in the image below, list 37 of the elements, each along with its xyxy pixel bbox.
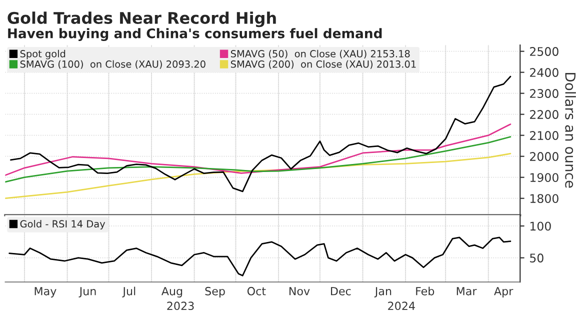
legend-label: Gold - RSI 14 Day (20, 220, 106, 230)
y-tick-label: 2400 (530, 68, 558, 77)
legend-label: SMAVG (100) on Close (XAU) 2093.20 (20, 60, 206, 69)
line-series (8, 236, 512, 276)
x-tick-label: Jun (78, 287, 96, 298)
x-tick-label: Nov (289, 287, 310, 296)
x-tick-label: Apr (494, 287, 514, 298)
x-tick-label: May (34, 287, 56, 298)
x2-tick-label: 2023 (167, 302, 194, 310)
y-tick-label: 1800 (530, 194, 558, 203)
y-tick-label: 1900 (530, 173, 558, 182)
line-series (5, 124, 512, 176)
y-tick-label: 2500 (530, 47, 558, 56)
x-tick-label: Oct (247, 286, 266, 296)
legend-label: Spot gold (20, 50, 66, 60)
x2-tick-label: 2024 (388, 302, 415, 310)
y-tick-label: 2100 (530, 131, 558, 140)
line-series (5, 152, 512, 200)
chart-title: Gold Trades Near Record High (8, 12, 276, 28)
x-tick-label: Sep (205, 286, 225, 298)
line-series (10, 76, 512, 192)
x-tick-label: Aug (161, 287, 182, 298)
x-tick-label: Dec (330, 287, 351, 296)
y-tick-label: 2200 (530, 110, 558, 119)
y-tick-label: 50 (530, 254, 544, 262)
x-tick-label: Jan (374, 287, 392, 298)
y-tick-label: 2300 (530, 89, 558, 98)
x-tick-label: Feb (416, 286, 434, 296)
y-axis-title: Dollars an ounce (565, 73, 576, 188)
y-tick-label: 2000 (530, 152, 558, 161)
line-series (5, 136, 512, 183)
y-tick-label: 100 (530, 222, 551, 231)
x-tick-label: Mar (456, 287, 477, 296)
chart-subtitle: Haven buying and China's consumers fuel demand (8, 28, 382, 42)
legend-label: SMAVG (200) on Close (XAU) 2013.01 (230, 60, 416, 69)
legend-label: SMAVG (50) on Close (XAU) 2153.18 (230, 50, 410, 59)
x-tick-label: Jul (122, 286, 136, 298)
